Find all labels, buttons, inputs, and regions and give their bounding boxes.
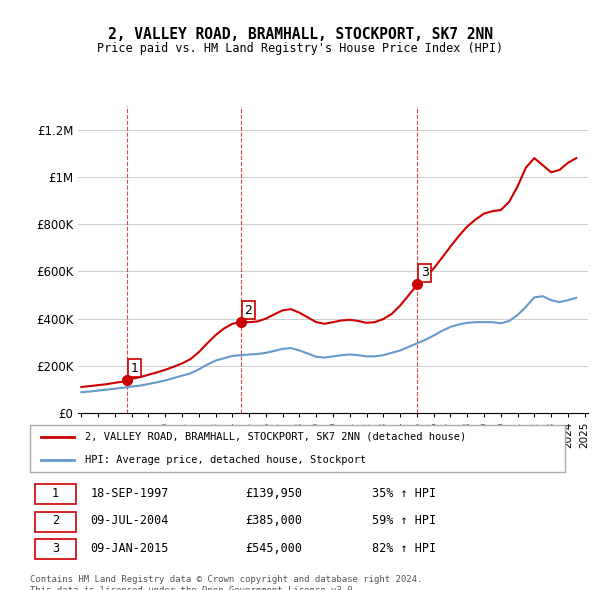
Text: 1: 1 [130, 362, 138, 375]
FancyBboxPatch shape [29, 425, 565, 472]
Text: 2, VALLEY ROAD, BRAMHALL, STOCKPORT, SK7 2NN (detached house): 2, VALLEY ROAD, BRAMHALL, STOCKPORT, SK7… [85, 432, 466, 442]
FancyBboxPatch shape [35, 512, 76, 532]
Text: HPI: Average price, detached house, Stockport: HPI: Average price, detached house, Stoc… [85, 455, 366, 465]
FancyBboxPatch shape [35, 539, 76, 559]
Text: £385,000: £385,000 [245, 514, 302, 527]
Text: 2: 2 [244, 304, 252, 317]
Text: 1: 1 [52, 487, 59, 500]
Text: 3: 3 [52, 542, 59, 555]
FancyBboxPatch shape [35, 484, 76, 504]
Text: 09-JUL-2004: 09-JUL-2004 [90, 514, 169, 527]
Text: Contains HM Land Registry data © Crown copyright and database right 2024.
This d: Contains HM Land Registry data © Crown c… [30, 575, 422, 590]
Text: 82% ↑ HPI: 82% ↑ HPI [372, 542, 436, 555]
Text: £545,000: £545,000 [245, 542, 302, 555]
Text: 3: 3 [421, 266, 428, 279]
Text: 18-SEP-1997: 18-SEP-1997 [90, 487, 169, 500]
Text: Price paid vs. HM Land Registry's House Price Index (HPI): Price paid vs. HM Land Registry's House … [97, 42, 503, 55]
Text: 59% ↑ HPI: 59% ↑ HPI [372, 514, 436, 527]
Text: 35% ↑ HPI: 35% ↑ HPI [372, 487, 436, 500]
Text: 2: 2 [52, 514, 59, 527]
Text: 09-JAN-2015: 09-JAN-2015 [90, 542, 169, 555]
Text: 2, VALLEY ROAD, BRAMHALL, STOCKPORT, SK7 2NN: 2, VALLEY ROAD, BRAMHALL, STOCKPORT, SK7… [107, 27, 493, 41]
Text: £139,950: £139,950 [245, 487, 302, 500]
